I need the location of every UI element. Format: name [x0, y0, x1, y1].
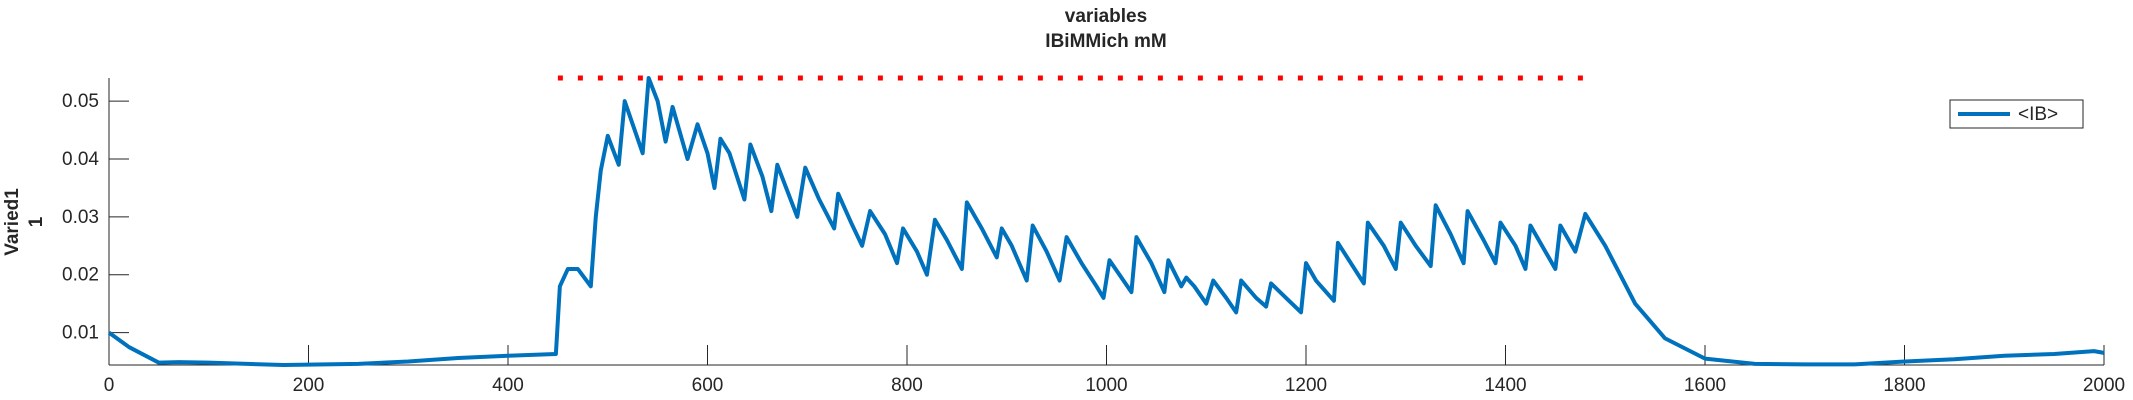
x-tick-label: 400 [492, 375, 524, 396]
y-tick-label: 0.01 [62, 323, 99, 344]
x-tick-label: 600 [692, 375, 724, 396]
x-tick-label: 1800 [1883, 375, 1925, 396]
x-tick-label: 2000 [2083, 375, 2125, 396]
x-tick-label: 1600 [1684, 375, 1726, 396]
y-tick-label: 0.03 [62, 207, 99, 228]
chart-title: IBiMMich mM [1045, 31, 1166, 52]
x-tick-label: 800 [891, 375, 923, 396]
data-line [107, 76, 2105, 367]
y-axis-label: 1 [26, 216, 47, 227]
legend [1949, 99, 2084, 129]
x-tick-label: 200 [293, 375, 325, 396]
y-tick-label: 0.05 [62, 91, 99, 112]
y-tick-label: 0.04 [62, 149, 99, 170]
y-axis-label: Varied1 [2, 188, 23, 256]
legend-label: <IB> [2018, 104, 2058, 125]
x-tick-label: 1400 [1484, 375, 1526, 396]
x-tick-label: 1200 [1285, 375, 1327, 396]
chart-title: variables [1065, 6, 1147, 27]
y-tick-label: 0.02 [62, 265, 99, 286]
x-tick-label: 0 [104, 375, 115, 396]
x-tick-label: 1000 [1085, 375, 1127, 396]
